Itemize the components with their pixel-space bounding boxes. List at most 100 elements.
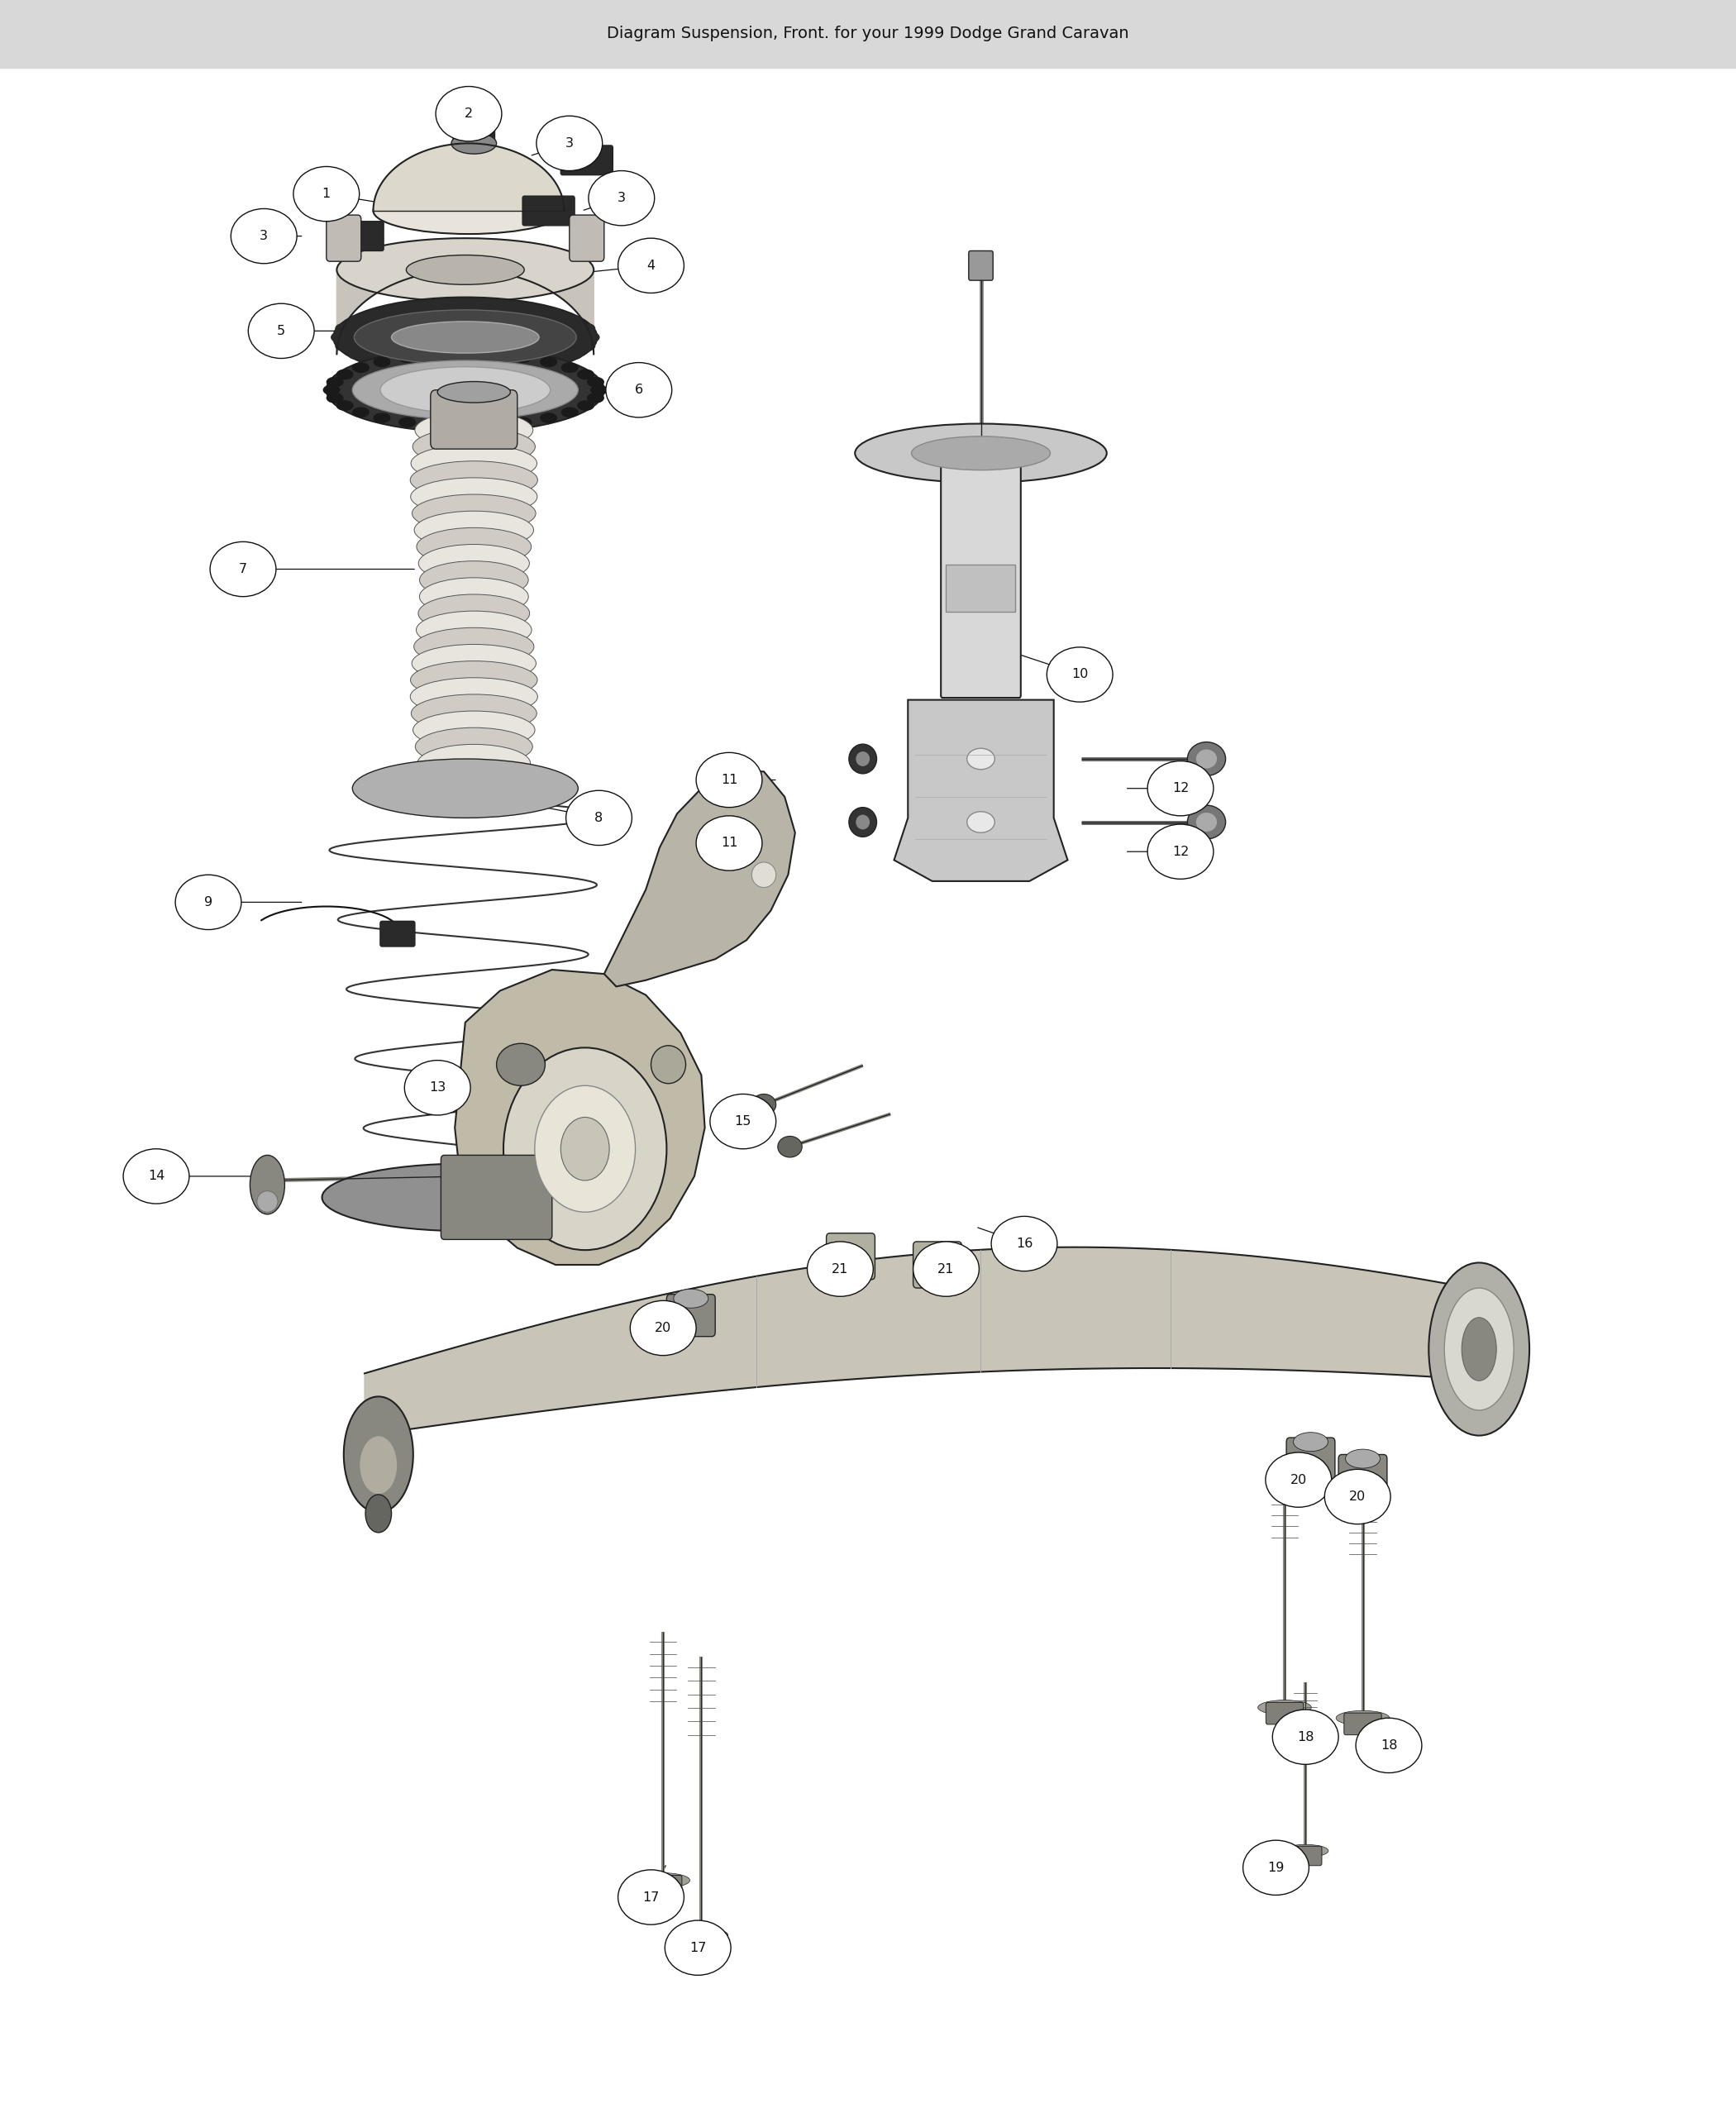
Ellipse shape bbox=[337, 238, 594, 301]
Ellipse shape bbox=[1429, 1263, 1529, 1436]
Ellipse shape bbox=[587, 377, 604, 388]
Ellipse shape bbox=[752, 862, 776, 887]
Ellipse shape bbox=[536, 116, 602, 171]
Ellipse shape bbox=[411, 495, 536, 533]
Ellipse shape bbox=[967, 812, 995, 833]
Ellipse shape bbox=[436, 86, 502, 141]
Ellipse shape bbox=[547, 356, 562, 367]
Bar bbox=[946, 565, 1016, 611]
Ellipse shape bbox=[413, 628, 535, 666]
Ellipse shape bbox=[1444, 1288, 1514, 1410]
Ellipse shape bbox=[576, 369, 594, 379]
Ellipse shape bbox=[490, 299, 505, 310]
Ellipse shape bbox=[696, 816, 762, 871]
FancyBboxPatch shape bbox=[441, 1155, 552, 1240]
Ellipse shape bbox=[368, 356, 384, 367]
Text: 5: 5 bbox=[278, 325, 285, 337]
Ellipse shape bbox=[618, 238, 684, 293]
Ellipse shape bbox=[326, 392, 344, 403]
Polygon shape bbox=[894, 700, 1068, 881]
Ellipse shape bbox=[630, 1301, 696, 1355]
FancyBboxPatch shape bbox=[913, 1242, 962, 1288]
Ellipse shape bbox=[696, 753, 762, 807]
Ellipse shape bbox=[352, 360, 578, 419]
Text: 6: 6 bbox=[635, 384, 642, 396]
Text: 18: 18 bbox=[1380, 1739, 1397, 1752]
Ellipse shape bbox=[1196, 750, 1217, 769]
Ellipse shape bbox=[123, 1149, 189, 1204]
Ellipse shape bbox=[1147, 824, 1213, 879]
Ellipse shape bbox=[1356, 1718, 1422, 1773]
Text: 15: 15 bbox=[734, 1115, 752, 1128]
Ellipse shape bbox=[674, 1288, 708, 1307]
Ellipse shape bbox=[856, 816, 870, 828]
Ellipse shape bbox=[651, 1046, 686, 1084]
Ellipse shape bbox=[333, 297, 597, 377]
Ellipse shape bbox=[394, 360, 410, 371]
Ellipse shape bbox=[540, 413, 557, 424]
Ellipse shape bbox=[587, 392, 604, 403]
Text: 20: 20 bbox=[1349, 1490, 1366, 1503]
Ellipse shape bbox=[967, 748, 995, 769]
FancyBboxPatch shape bbox=[1338, 1455, 1387, 1497]
Ellipse shape bbox=[248, 304, 314, 358]
Ellipse shape bbox=[175, 875, 241, 930]
Ellipse shape bbox=[417, 744, 531, 782]
Ellipse shape bbox=[347, 350, 363, 360]
Ellipse shape bbox=[1462, 1318, 1496, 1381]
Ellipse shape bbox=[420, 561, 528, 599]
Ellipse shape bbox=[250, 1155, 285, 1214]
Ellipse shape bbox=[415, 510, 533, 548]
Ellipse shape bbox=[849, 807, 877, 837]
Ellipse shape bbox=[337, 369, 354, 379]
Ellipse shape bbox=[413, 710, 535, 748]
Ellipse shape bbox=[637, 1874, 689, 1889]
Text: 10: 10 bbox=[1071, 668, 1088, 681]
Ellipse shape bbox=[365, 1495, 392, 1533]
Ellipse shape bbox=[1187, 805, 1226, 839]
Ellipse shape bbox=[496, 1043, 545, 1086]
Polygon shape bbox=[373, 143, 564, 211]
Ellipse shape bbox=[415, 411, 533, 449]
Ellipse shape bbox=[437, 382, 510, 403]
Text: 3: 3 bbox=[566, 137, 573, 150]
Ellipse shape bbox=[413, 428, 535, 466]
Text: 20: 20 bbox=[654, 1322, 672, 1334]
Ellipse shape bbox=[418, 544, 529, 582]
Ellipse shape bbox=[514, 352, 531, 363]
FancyBboxPatch shape bbox=[667, 1294, 715, 1336]
Ellipse shape bbox=[418, 761, 529, 799]
Ellipse shape bbox=[354, 310, 576, 365]
Ellipse shape bbox=[458, 367, 474, 377]
Ellipse shape bbox=[352, 407, 370, 417]
Text: 16: 16 bbox=[1016, 1237, 1033, 1250]
Ellipse shape bbox=[210, 542, 276, 597]
Ellipse shape bbox=[399, 352, 417, 363]
Ellipse shape bbox=[535, 1086, 635, 1212]
Ellipse shape bbox=[410, 677, 538, 715]
Ellipse shape bbox=[359, 1436, 398, 1495]
Ellipse shape bbox=[352, 759, 578, 818]
FancyBboxPatch shape bbox=[1266, 1703, 1304, 1724]
Ellipse shape bbox=[392, 323, 540, 352]
Ellipse shape bbox=[373, 413, 391, 424]
Ellipse shape bbox=[1272, 1710, 1338, 1764]
Ellipse shape bbox=[561, 1117, 609, 1180]
Ellipse shape bbox=[913, 1242, 979, 1296]
Ellipse shape bbox=[856, 753, 870, 767]
Ellipse shape bbox=[293, 167, 359, 221]
Ellipse shape bbox=[418, 594, 529, 632]
Ellipse shape bbox=[335, 323, 351, 333]
Ellipse shape bbox=[457, 350, 474, 360]
Ellipse shape bbox=[1147, 761, 1213, 816]
Ellipse shape bbox=[1337, 1712, 1389, 1724]
Ellipse shape bbox=[521, 360, 536, 371]
Ellipse shape bbox=[411, 479, 536, 516]
Ellipse shape bbox=[606, 363, 672, 417]
Ellipse shape bbox=[665, 1920, 731, 1975]
Ellipse shape bbox=[335, 341, 351, 352]
Ellipse shape bbox=[380, 367, 550, 413]
Ellipse shape bbox=[580, 323, 595, 333]
Ellipse shape bbox=[1187, 742, 1226, 776]
Bar bbox=[0, 0, 1736, 67]
